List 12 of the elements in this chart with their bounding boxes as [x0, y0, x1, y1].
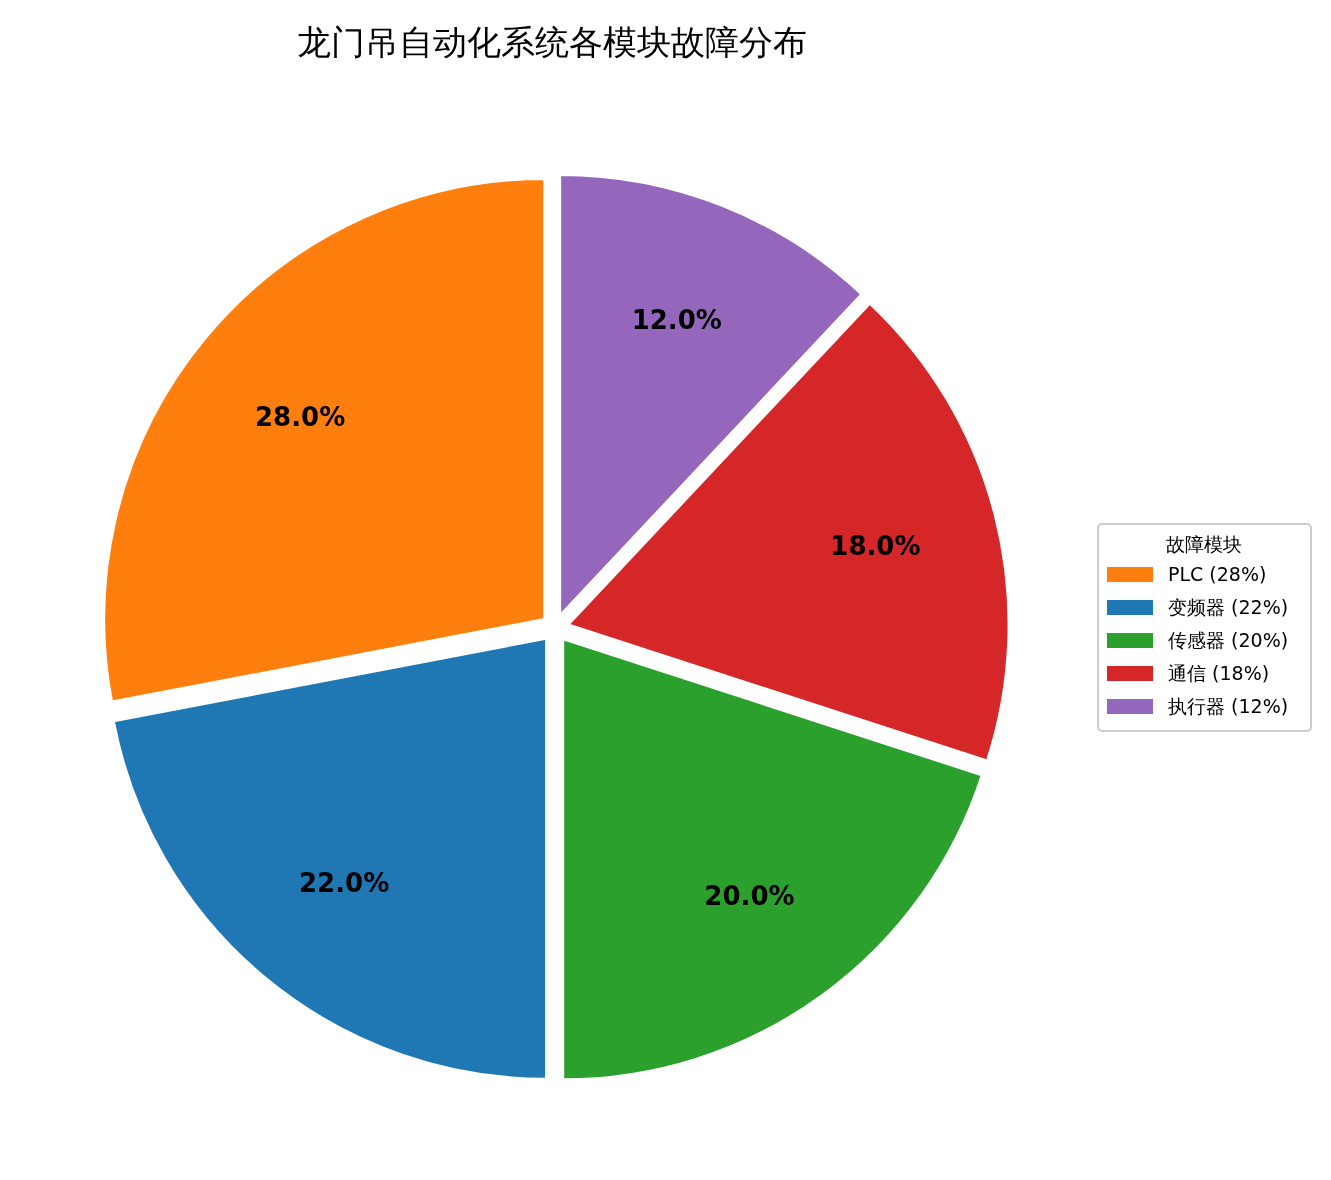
- chart-title: 龙门吊自动化系统各模块故障分布: [297, 22, 807, 62]
- data-label: 22.0%: [299, 867, 390, 898]
- legend-label: 变频器 (22%): [1168, 596, 1289, 618]
- legend-label: 执行器 (12%): [1168, 695, 1289, 717]
- legend-label: 传感器 (20%): [1168, 629, 1289, 651]
- legend-label: PLC (28%): [1168, 563, 1267, 585]
- data-label: 28.0%: [255, 402, 346, 433]
- data-label: 18.0%: [830, 530, 921, 561]
- legend-label: 通信 (18%): [1168, 662, 1270, 684]
- data-label: 20.0%: [704, 880, 795, 911]
- legend-title: 故障模块: [1166, 533, 1242, 555]
- data-label: 12.0%: [631, 305, 722, 336]
